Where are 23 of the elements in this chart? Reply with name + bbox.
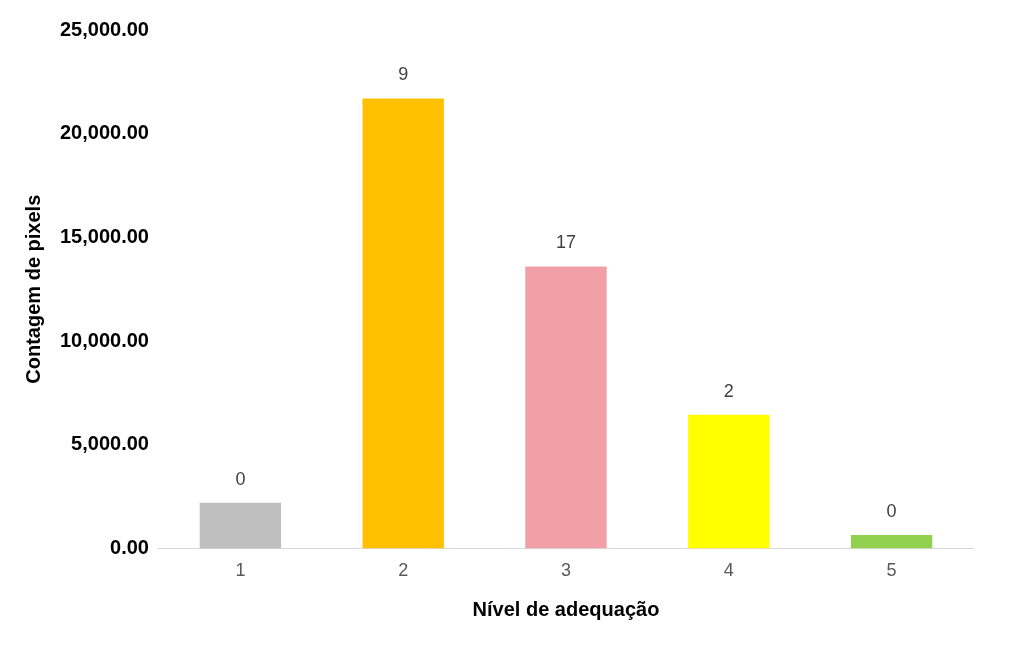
x-tick-label: 1 <box>235 560 246 581</box>
y-tick-label: 0.00 <box>110 535 149 558</box>
annotation: 2 <box>723 380 734 401</box>
y-tick-label: 20,000.00 <box>59 121 149 144</box>
y-tick-label: 15,000.00 <box>59 224 149 247</box>
bar <box>850 534 933 549</box>
x-tick-label: 5 <box>886 560 897 581</box>
y-tick-label: 10,000.00 <box>59 328 149 351</box>
bar <box>525 266 607 549</box>
x-tick-label: 4 <box>723 560 734 581</box>
x-tick-label: 3 <box>560 560 571 581</box>
bar <box>688 414 770 549</box>
bar <box>362 98 444 549</box>
x-axis-title: Nível de adequação <box>472 597 660 620</box>
annotation: 17 <box>555 232 576 253</box>
annotation: 9 <box>398 64 409 85</box>
annotation: 0 <box>886 500 897 521</box>
annotation: 0 <box>235 468 246 489</box>
y-tick-label: 25,000.00 <box>59 17 149 40</box>
bar <box>199 502 282 549</box>
y-axis-title: Contagem de pixels <box>21 194 44 384</box>
x-tick-label: 2 <box>398 560 409 581</box>
y-tick-label: 5,000.00 <box>71 432 149 455</box>
